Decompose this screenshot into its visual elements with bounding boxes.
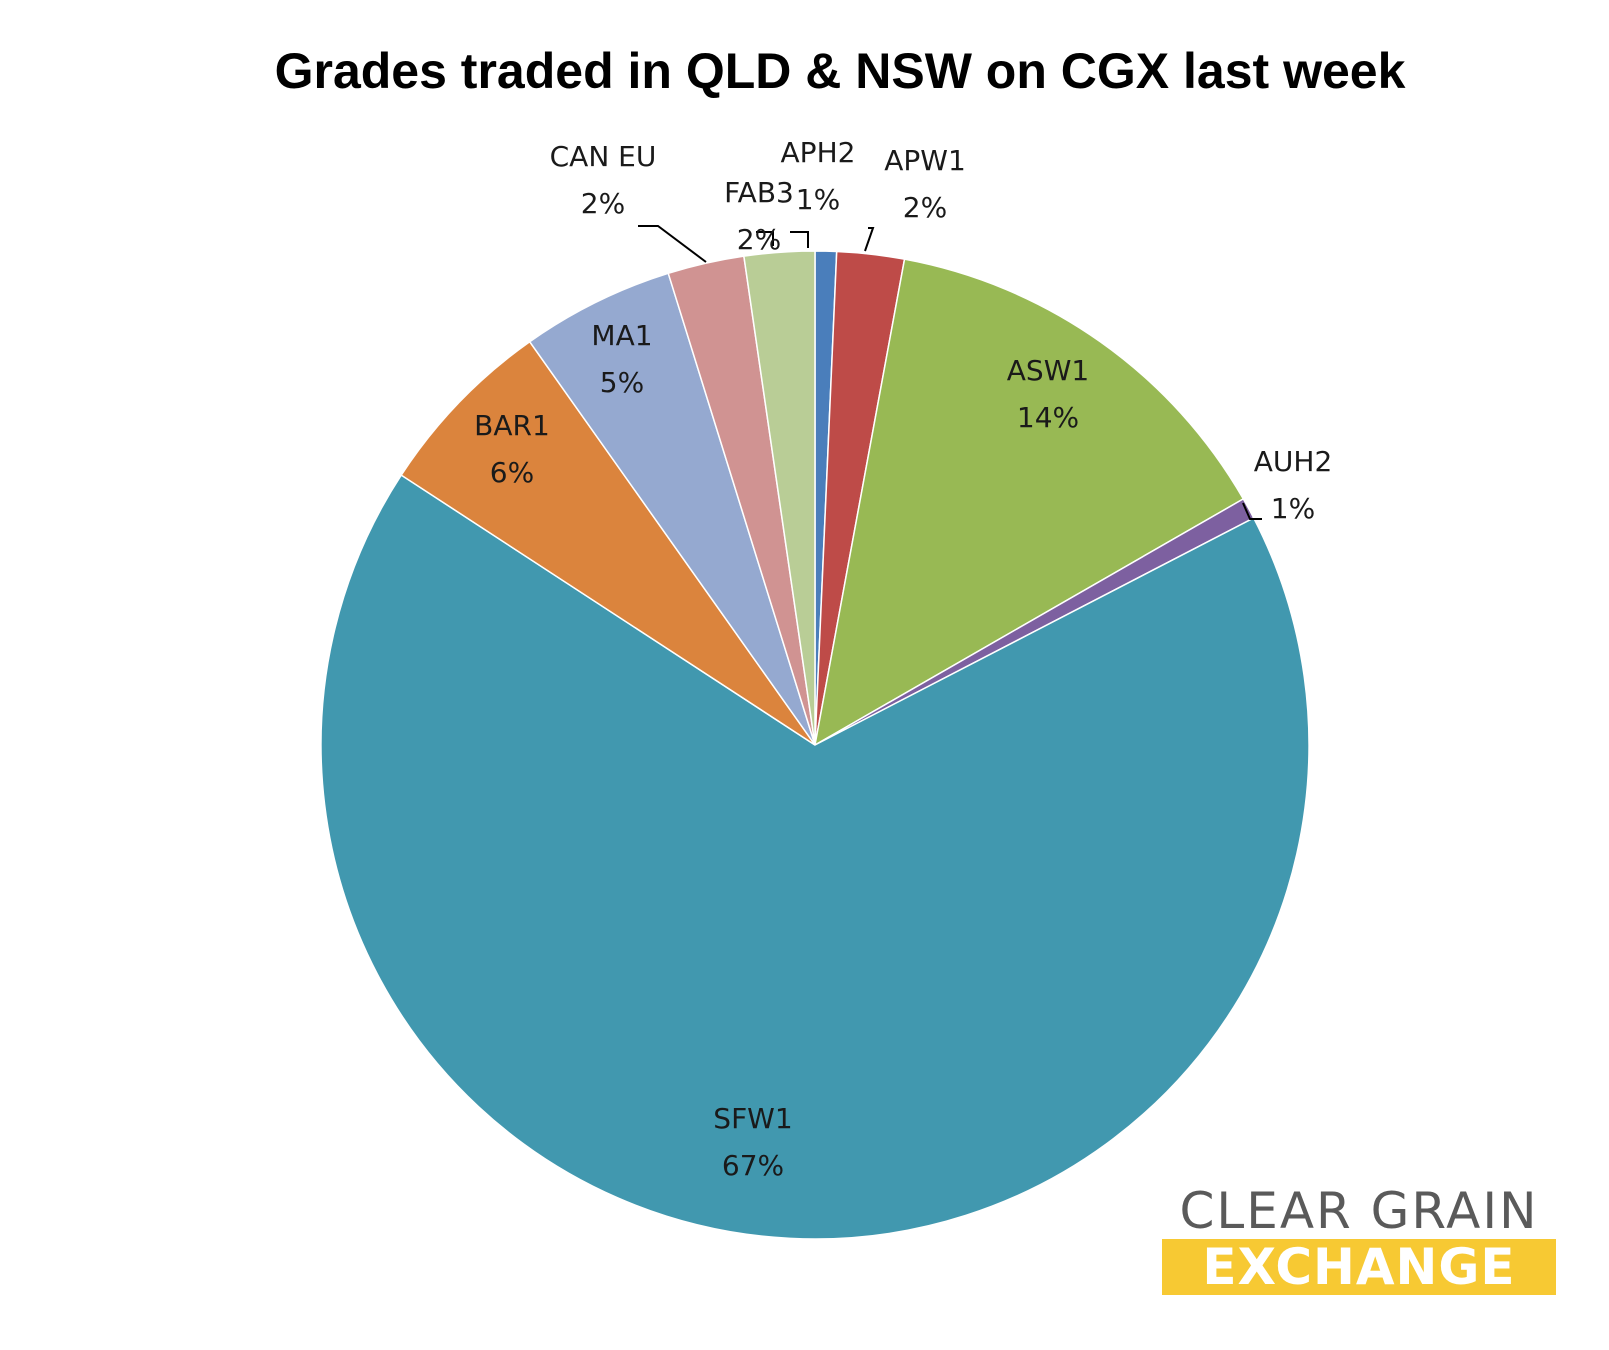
chart-title: Grades traded in QLD & NSW on CGX last w… [274, 43, 1406, 99]
logo-line-1: CLEAR GRAIN [1179, 1182, 1539, 1240]
slice-label-percent: 2% [903, 191, 947, 224]
slice-label-percent: 2% [737, 223, 781, 256]
slice-label-percent: 5% [600, 366, 644, 399]
pie-slices [320, 250, 1310, 1240]
slice-label-name: BAR1 [474, 409, 550, 442]
leader-line [756, 231, 774, 246]
slice-label-name: SFW1 [713, 1102, 792, 1135]
leader-lines [638, 225, 1262, 520]
leader-line [864, 227, 875, 252]
slice-label-name: AUH2 [1254, 445, 1333, 478]
pie-slice-fab3 [743, 250, 816, 746]
slice-label-percent: 2% [581, 187, 625, 220]
leader-line [638, 225, 707, 263]
pie-slice-sfw1 [320, 474, 1310, 1240]
logo-line-2: EXCHANGE [1162, 1239, 1556, 1295]
slice-label-name: APH2 [781, 136, 856, 169]
pie-slice-ma1 [528, 272, 816, 746]
slice-label-percent: 6% [490, 456, 534, 489]
slice-label-percent: 1% [796, 183, 840, 216]
slice-label-percent: 67% [722, 1149, 784, 1182]
leader-line [790, 231, 809, 248]
slice-label-name: APW1 [884, 144, 966, 177]
slice-label-name: MA1 [591, 319, 652, 352]
slice-label-name: ASW1 [1007, 354, 1089, 387]
slice-label-percent: 14% [1017, 401, 1079, 434]
clear-grain-exchange-logo: CLEAR GRAIN EXCHANGE [1162, 1183, 1556, 1295]
slice-labels: APH2 1% APW1 2% ASW1 14% AUH2 1% SFW1 67% BAR1 6% MA… [474, 136, 1332, 1182]
slice-label-percent: 1% [1271, 492, 1315, 525]
slice-label-name: FAB3 [724, 176, 794, 209]
slice-label-name: CAN EU [550, 140, 657, 173]
leader-line [1242, 502, 1262, 520]
pie-slice-bar1 [400, 340, 816, 746]
pie-slice-asw1 [813, 258, 1245, 747]
